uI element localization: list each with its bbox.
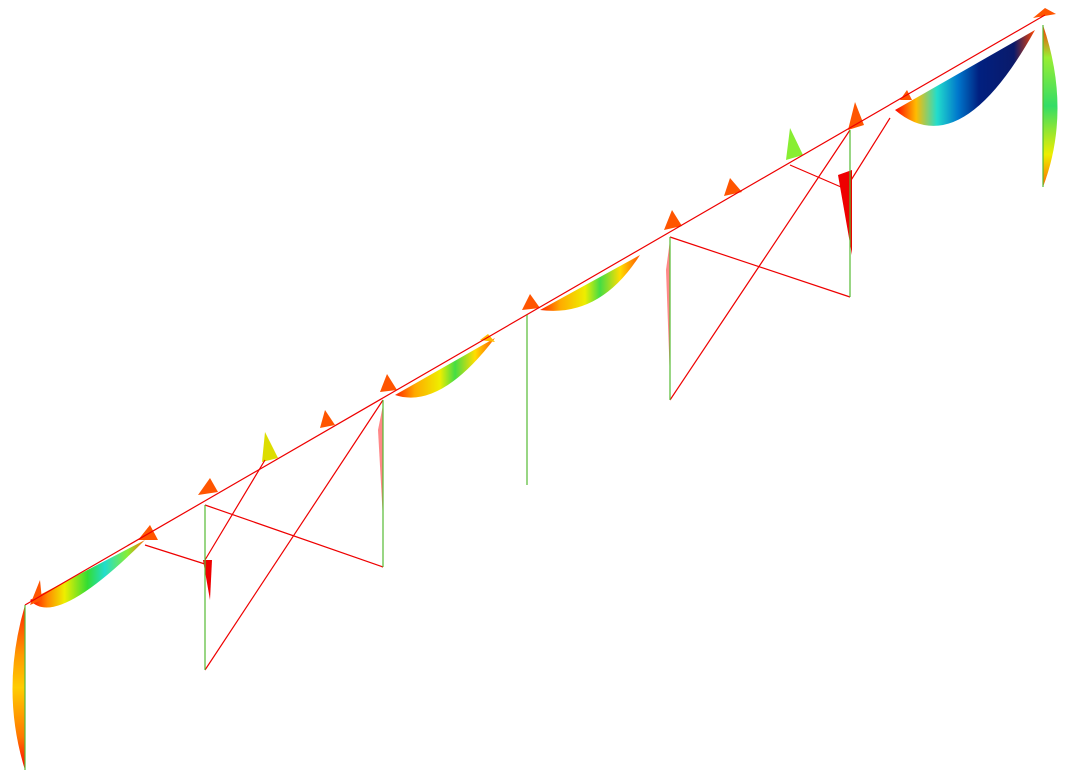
columns bbox=[24, 25, 1044, 770]
column-diagram bbox=[378, 405, 383, 520]
column-diagram bbox=[12, 605, 25, 770]
moment-diagrams bbox=[12, 25, 1058, 770]
column-diagram bbox=[666, 240, 670, 380]
column-diagram bbox=[1043, 25, 1058, 187]
beam-diagram bbox=[540, 255, 640, 311]
beam-diagram bbox=[30, 540, 145, 608]
column-diagram bbox=[203, 560, 212, 600]
column-diagram bbox=[838, 170, 852, 255]
beam-diagram bbox=[895, 30, 1035, 126]
beam-diagram bbox=[395, 338, 495, 398]
frame-lines bbox=[24, 14, 1046, 671]
